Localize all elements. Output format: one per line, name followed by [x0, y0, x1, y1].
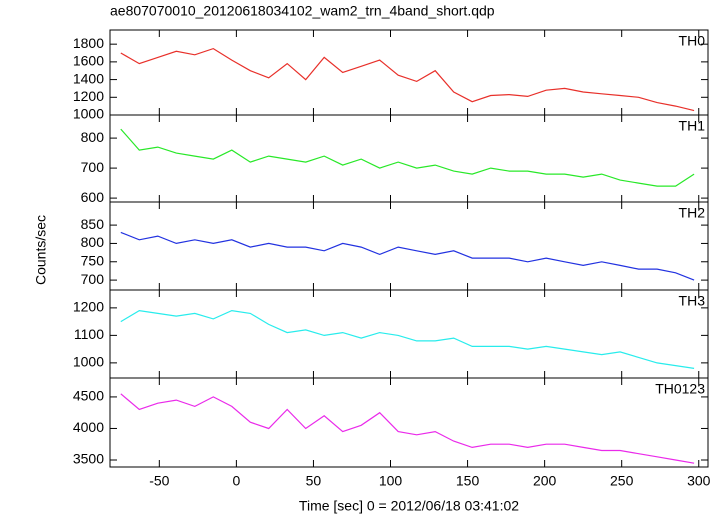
panel-frame: [109, 201, 709, 291]
y-axis-label: Counts/sec: [33, 215, 49, 285]
panel-label: TH0: [679, 33, 706, 49]
panel-label: TH3: [679, 293, 706, 309]
y-tick-label: 1200: [73, 88, 104, 104]
x-tick-label: 100: [379, 473, 403, 489]
y-tick-label: 1800: [73, 35, 104, 51]
data-line: [120, 231, 695, 281]
y-tick-label: 850: [81, 216, 105, 232]
chart-title: ae807070010_20120618034102_wam2_trn_4ban…: [110, 3, 495, 19]
data-line: [120, 309, 695, 369]
x-tick-label: 150: [456, 473, 480, 489]
panel-label: TH0123: [655, 381, 705, 397]
panel-frame: [109, 289, 709, 379]
data-line: [120, 393, 695, 464]
y-tick-label: 750: [81, 252, 105, 268]
panel-frame: [109, 377, 709, 468]
y-tick-label: 1000: [73, 106, 104, 122]
x-tick-label: -50: [149, 473, 169, 489]
x-tick-label: 200: [533, 473, 557, 489]
y-tick-label: 1000: [73, 354, 104, 370]
x-axis-label: Time [sec] 0 = 2012/06/18 03:41:02: [299, 498, 519, 514]
x-tick-label: 250: [610, 473, 634, 489]
x-tick-label: 50: [306, 473, 322, 489]
y-tick-label: 800: [81, 129, 105, 145]
panel-label: TH2: [679, 205, 706, 221]
y-tick-label: 600: [81, 189, 105, 205]
y-tick-label: 4000: [73, 419, 104, 435]
x-tick-label: 0: [232, 473, 240, 489]
y-tick-label: 1200: [73, 299, 104, 315]
data-line: [120, 47, 695, 112]
y-tick-label: 700: [81, 271, 105, 287]
y-tick-label: 800: [81, 234, 105, 250]
panel-frame: [109, 29, 709, 116]
y-tick-label: 700: [81, 159, 105, 175]
y-tick-label: 1400: [73, 70, 104, 86]
panel-label: TH1: [679, 118, 706, 134]
y-tick-label: 1600: [73, 53, 104, 69]
data-line: [120, 128, 695, 187]
y-tick-label: 1100: [74, 326, 104, 342]
y-tick-label: 3500: [73, 451, 104, 467]
y-tick-label: 4500: [73, 388, 104, 404]
x-tick-label: 300: [687, 473, 711, 489]
panel-frame: [109, 114, 709, 203]
